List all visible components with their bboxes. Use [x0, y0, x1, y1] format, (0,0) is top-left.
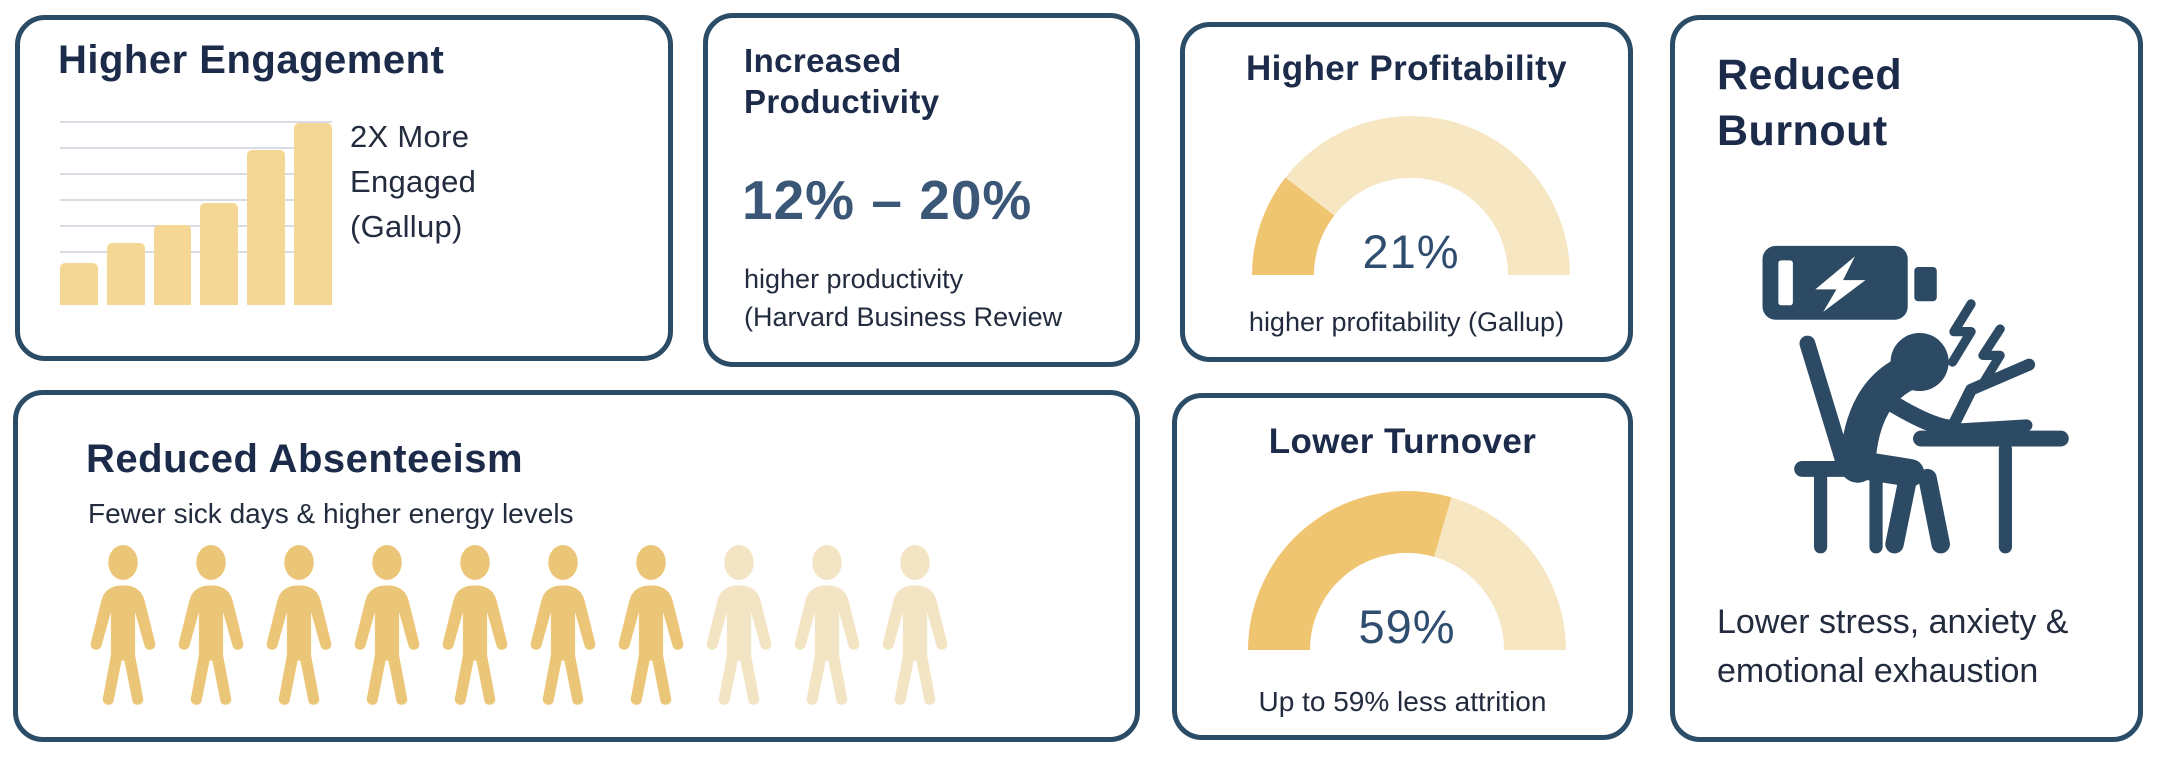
productivity-stat: 12% – 20%	[742, 169, 1033, 231]
card-higher-profitability: Higher Profitability 21% higher profitab…	[1180, 22, 1633, 362]
bar	[247, 150, 286, 305]
gridline	[60, 173, 332, 175]
person-icon	[442, 545, 508, 705]
person-icon	[706, 545, 772, 705]
turnover-title: Lower Turnover	[1268, 422, 1537, 461]
person-icon	[794, 545, 860, 705]
profitability-gauge-value: 21%	[1362, 225, 1460, 278]
profitability-caption: higher profitability (Gallup)	[1248, 307, 1565, 337]
productivity-caption: higher productivity (Harvard Business Re…	[744, 264, 1063, 332]
person-icon	[90, 545, 156, 705]
person-icon	[178, 545, 244, 705]
person-icon	[530, 545, 596, 705]
absenteeism-pictograph	[80, 545, 958, 709]
turnover-gauge: 59%	[1247, 490, 1567, 656]
bar	[106, 243, 145, 305]
gridline	[60, 251, 332, 253]
person-icon	[618, 545, 684, 705]
bar	[200, 203, 239, 305]
burnout-title: Reduced Burnout	[1717, 51, 1903, 155]
gridline	[60, 147, 332, 149]
low-battery-icon	[1762, 245, 1937, 320]
gridline	[60, 199, 332, 201]
person-icon	[882, 545, 948, 705]
engagement-bar-chart	[60, 121, 332, 305]
person-icon	[266, 545, 332, 705]
gridline	[60, 225, 332, 227]
profitability-gauge: 21%	[1251, 115, 1571, 281]
card-lower-turnover: Lower Turnover 59% Up to 59% less attrit…	[1172, 393, 1633, 740]
engagement-title: Higher Engagement	[58, 38, 445, 82]
bar	[294, 123, 332, 305]
gauge-arc	[1252, 116, 1570, 277]
burnout-person-at-desk-icon	[1762, 245, 2069, 554]
absenteeism-title: Reduced Absenteeism	[86, 437, 524, 481]
slumped-person-icon	[1839, 332, 1956, 554]
person-icon	[354, 545, 420, 705]
gridline	[60, 121, 332, 123]
bar	[153, 224, 192, 305]
stress-bolts-icon	[1947, 299, 2005, 391]
card-reduced-burnout: Reduced Burnout	[1670, 15, 2143, 742]
card-increased-productivity: Increased Productivity 12% – 20% higher …	[703, 13, 1140, 367]
turnover-caption: Up to 59% less attrition	[1258, 686, 1547, 717]
card-reduced-absenteeism: Reduced Absenteeism Fewer sick days & hi…	[13, 390, 1140, 742]
profitability-title: Higher Profitability	[1245, 49, 1568, 88]
gauge-arc	[1248, 491, 1566, 651]
bar	[60, 263, 98, 305]
turnover-gauge-value: 59%	[1358, 600, 1456, 653]
productivity-title: Increased Productivity	[744, 42, 940, 121]
engagement-caption: 2X More Engaged (Gallup)	[350, 119, 477, 244]
desk-and-chair-icon	[1794, 335, 2069, 554]
bar-series	[60, 123, 332, 305]
card-higher-engagement: Higher Engagement 2X More Engaged (Gallu…	[15, 15, 673, 361]
absenteeism-subtitle: Fewer sick days & higher energy levels	[88, 498, 574, 529]
burnout-caption: Lower stress, anxiety & emotional exhaus…	[1717, 603, 2069, 691]
